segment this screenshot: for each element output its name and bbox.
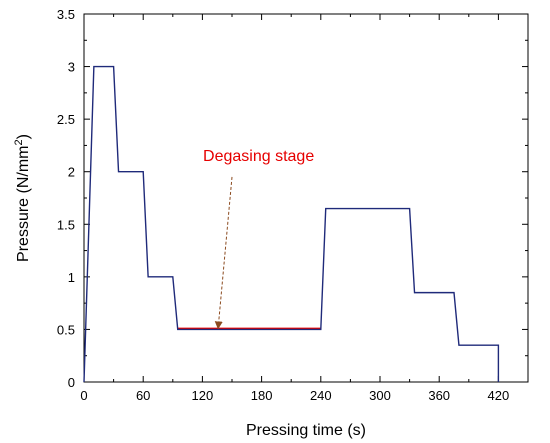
y-axis-title-main: Pressure (N/mm bbox=[15, 146, 32, 262]
x-tick-label: 300 bbox=[369, 388, 391, 403]
y-tick-label: 0 bbox=[68, 375, 75, 390]
degasing-annotation: Degasing stage bbox=[203, 148, 314, 165]
y-tick-label: 0.5 bbox=[57, 322, 75, 337]
y-tick-label: 1.5 bbox=[57, 217, 75, 232]
x-tick-label: 60 bbox=[136, 388, 150, 403]
x-tick-label: 360 bbox=[428, 388, 450, 403]
y-axis-title: Pressure (N/mm2) bbox=[13, 134, 32, 262]
y-axis-title-suffix: ) bbox=[15, 134, 32, 139]
y-tick-label: 3 bbox=[68, 60, 75, 75]
y-tick-label: 1 bbox=[68, 270, 75, 285]
plot-frame bbox=[83, 13, 529, 383]
x-tick-label: 240 bbox=[310, 388, 332, 403]
pressure-series-line bbox=[83, 65, 500, 383]
y-tick-label: 2 bbox=[68, 165, 75, 180]
y-tick-label: 2.5 bbox=[57, 112, 75, 127]
y-axis-title-superscript: 2 bbox=[13, 139, 25, 145]
x-tick-label: 420 bbox=[488, 388, 510, 403]
x-tick-label: 0 bbox=[80, 388, 87, 403]
x-tick-label: 180 bbox=[251, 388, 273, 403]
y-tick-label: 3.5 bbox=[57, 7, 75, 22]
x-axis-title: Pressing time (s) bbox=[246, 422, 366, 439]
x-tick-label: 120 bbox=[192, 388, 214, 403]
degasing-arrow bbox=[214, 176, 233, 330]
